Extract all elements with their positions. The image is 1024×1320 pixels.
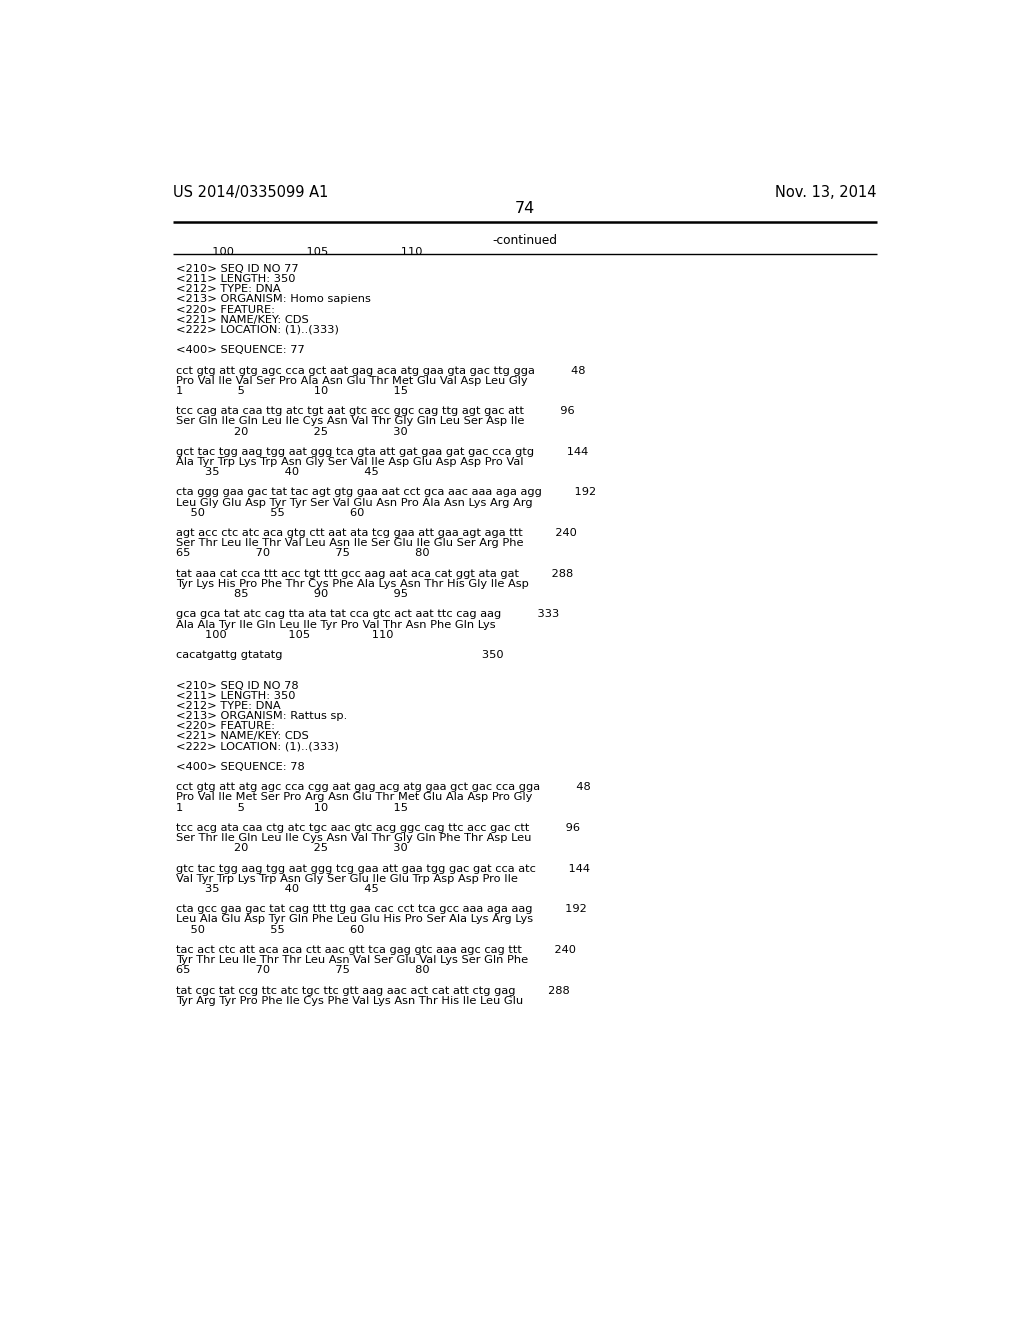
Text: Pro Val Ile Met Ser Pro Arg Asn Glu Thr Met Glu Ala Asp Pro Gly: Pro Val Ile Met Ser Pro Arg Asn Glu Thr … bbox=[176, 792, 532, 803]
Text: Ala Ala Tyr Ile Gln Leu Ile Tyr Pro Val Thr Asn Phe Gln Lys: Ala Ala Tyr Ile Gln Leu Ile Tyr Pro Val … bbox=[176, 619, 496, 630]
Text: <400> SEQUENCE: 78: <400> SEQUENCE: 78 bbox=[176, 762, 305, 772]
Text: 85                  90                  95: 85 90 95 bbox=[176, 589, 408, 599]
Text: Ser Gln Ile Gln Leu Ile Cys Asn Val Thr Gly Gln Leu Ser Asp Ile: Ser Gln Ile Gln Leu Ile Cys Asn Val Thr … bbox=[176, 416, 524, 426]
Text: Tyr Arg Tyr Pro Phe Ile Cys Phe Val Lys Asn Thr His Ile Leu Glu: Tyr Arg Tyr Pro Phe Ile Cys Phe Val Lys … bbox=[176, 995, 523, 1006]
Text: 65                  70                  75                  80: 65 70 75 80 bbox=[176, 965, 430, 975]
Text: Pro Val Ile Val Ser Pro Ala Asn Glu Thr Met Glu Val Asp Leu Gly: Pro Val Ile Val Ser Pro Ala Asn Glu Thr … bbox=[176, 376, 527, 385]
Text: US 2014/0335099 A1: US 2014/0335099 A1 bbox=[173, 185, 329, 201]
Text: cta gcc gaa gac tat cag ttt ttg gaa cac cct tca gcc aaa aga aag         192: cta gcc gaa gac tat cag ttt ttg gaa cac … bbox=[176, 904, 587, 915]
Text: <213> ORGANISM: Rattus sp.: <213> ORGANISM: Rattus sp. bbox=[176, 711, 347, 721]
Text: 35                  40                  45: 35 40 45 bbox=[176, 467, 379, 477]
Text: Nov. 13, 2014: Nov. 13, 2014 bbox=[775, 185, 877, 201]
Text: -continued: -continued bbox=[493, 234, 557, 247]
Text: Ser Thr Ile Gln Leu Ile Cys Asn Val Thr Gly Gln Phe Thr Asp Leu: Ser Thr Ile Gln Leu Ile Cys Asn Val Thr … bbox=[176, 833, 531, 843]
Text: 20                  25                  30: 20 25 30 bbox=[176, 843, 408, 853]
Text: 1               5                   10                  15: 1 5 10 15 bbox=[176, 803, 408, 813]
Text: 35                  40                  45: 35 40 45 bbox=[176, 884, 379, 894]
Text: <212> TYPE: DNA: <212> TYPE: DNA bbox=[176, 284, 281, 294]
Text: <213> ORGANISM: Homo sapiens: <213> ORGANISM: Homo sapiens bbox=[176, 294, 371, 305]
Text: tcc acg ata caa ctg atc tgc aac gtc acg ggc cag ttc acc gac ctt          96: tcc acg ata caa ctg atc tgc aac gtc acg … bbox=[176, 822, 580, 833]
Text: <210> SEQ ID NO 77: <210> SEQ ID NO 77 bbox=[176, 264, 299, 273]
Text: <211> LENGTH: 350: <211> LENGTH: 350 bbox=[176, 690, 296, 701]
Text: Val Tyr Trp Lys Trp Asn Gly Ser Glu Ile Glu Trp Asp Asp Pro Ile: Val Tyr Trp Lys Trp Asn Gly Ser Glu Ile … bbox=[176, 874, 518, 883]
Text: cta ggg gaa gac tat tac agt gtg gaa aat cct gca aac aaa aga agg         192: cta ggg gaa gac tat tac agt gtg gaa aat … bbox=[176, 487, 596, 498]
Text: 100                 105                 110: 100 105 110 bbox=[176, 630, 393, 640]
Text: Ser Thr Leu Ile Thr Val Leu Asn Ile Ser Glu Ile Glu Ser Arg Phe: Ser Thr Leu Ile Thr Val Leu Asn Ile Ser … bbox=[176, 539, 523, 548]
Text: agt acc ctc atc aca gtg ctt aat ata tcg gaa att gaa agt aga ttt         240: agt acc ctc atc aca gtg ctt aat ata tcg … bbox=[176, 528, 577, 539]
Text: tat cgc tat ccg ttc atc tgc ttc gtt aag aac act cat att ctg gag         288: tat cgc tat ccg ttc atc tgc ttc gtt aag … bbox=[176, 986, 569, 995]
Text: gca gca tat atc cag tta ata tat cca gtc act aat ttc cag aag          333: gca gca tat atc cag tta ata tat cca gtc … bbox=[176, 610, 559, 619]
Text: 20                  25                  30: 20 25 30 bbox=[176, 426, 408, 437]
Text: 65                  70                  75                  80: 65 70 75 80 bbox=[176, 549, 430, 558]
Text: tat aaa cat cca ttt acc tgt ttt gcc aag aat aca cat ggt ata gat         288: tat aaa cat cca ttt acc tgt ttt gcc aag … bbox=[176, 569, 573, 578]
Text: <400> SEQUENCE: 77: <400> SEQUENCE: 77 bbox=[176, 346, 305, 355]
Text: cct gtg att atg agc cca cgg aat gag acg atg gaa gct gac cca gga          48: cct gtg att atg agc cca cgg aat gag acg … bbox=[176, 783, 591, 792]
Text: cacatgattg gtatatg                                                       350: cacatgattg gtatatg 350 bbox=[176, 651, 504, 660]
Text: <222> LOCATION: (1)..(333): <222> LOCATION: (1)..(333) bbox=[176, 742, 339, 751]
Text: Tyr Thr Leu Ile Thr Thr Leu Asn Val Ser Glu Val Lys Ser Gln Phe: Tyr Thr Leu Ile Thr Thr Leu Asn Val Ser … bbox=[176, 956, 528, 965]
Text: <222> LOCATION: (1)..(333): <222> LOCATION: (1)..(333) bbox=[176, 325, 339, 335]
Text: <212> TYPE: DNA: <212> TYPE: DNA bbox=[176, 701, 281, 711]
Text: 50                  55                  60: 50 55 60 bbox=[176, 924, 365, 935]
Text: 50                  55                  60: 50 55 60 bbox=[176, 508, 365, 517]
Text: gtc tac tgg aag tgg aat ggg tcg gaa att gaa tgg gac gat cca atc         144: gtc tac tgg aag tgg aat ggg tcg gaa att … bbox=[176, 863, 590, 874]
Text: cct gtg att gtg agc cca gct aat gag aca atg gaa gta gac ttg gga          48: cct gtg att gtg agc cca gct aat gag aca … bbox=[176, 366, 586, 375]
Text: <220> FEATURE:: <220> FEATURE: bbox=[176, 721, 275, 731]
Text: Leu Gly Glu Asp Tyr Tyr Ser Val Glu Asn Pro Ala Asn Lys Arg Arg: Leu Gly Glu Asp Tyr Tyr Ser Val Glu Asn … bbox=[176, 498, 532, 508]
Text: Leu Ala Glu Asp Tyr Gln Phe Leu Glu His Pro Ser Ala Lys Arg Lys: Leu Ala Glu Asp Tyr Gln Phe Leu Glu His … bbox=[176, 915, 534, 924]
Text: gct tac tgg aag tgg aat ggg tca gta att gat gaa gat gac cca gtg         144: gct tac tgg aag tgg aat ggg tca gta att … bbox=[176, 447, 589, 457]
Text: <221> NAME/KEY: CDS: <221> NAME/KEY: CDS bbox=[176, 314, 309, 325]
Text: <220> FEATURE:: <220> FEATURE: bbox=[176, 305, 275, 314]
Text: Tyr Lys His Pro Phe Thr Cys Phe Ala Lys Asn Thr His Gly Ile Asp: Tyr Lys His Pro Phe Thr Cys Phe Ala Lys … bbox=[176, 579, 529, 589]
Text: 100                    105                    110: 100 105 110 bbox=[176, 247, 423, 257]
Text: tac act ctc att aca aca ctt aac gtt tca gag gtc aaa agc cag ttt         240: tac act ctc att aca aca ctt aac gtt tca … bbox=[176, 945, 577, 954]
Text: <211> LENGTH: 350: <211> LENGTH: 350 bbox=[176, 275, 296, 284]
Text: 1               5                   10                  15: 1 5 10 15 bbox=[176, 385, 408, 396]
Text: tcc cag ata caa ttg atc tgt aat gtc acc ggc cag ttg agt gac att          96: tcc cag ata caa ttg atc tgt aat gtc acc … bbox=[176, 407, 574, 416]
Text: <221> NAME/KEY: CDS: <221> NAME/KEY: CDS bbox=[176, 731, 309, 742]
Text: Ala Tyr Trp Lys Trp Asn Gly Ser Val Ile Asp Glu Asp Asp Pro Val: Ala Tyr Trp Lys Trp Asn Gly Ser Val Ile … bbox=[176, 457, 523, 467]
Text: <210> SEQ ID NO 78: <210> SEQ ID NO 78 bbox=[176, 681, 299, 690]
Text: 74: 74 bbox=[515, 201, 535, 215]
